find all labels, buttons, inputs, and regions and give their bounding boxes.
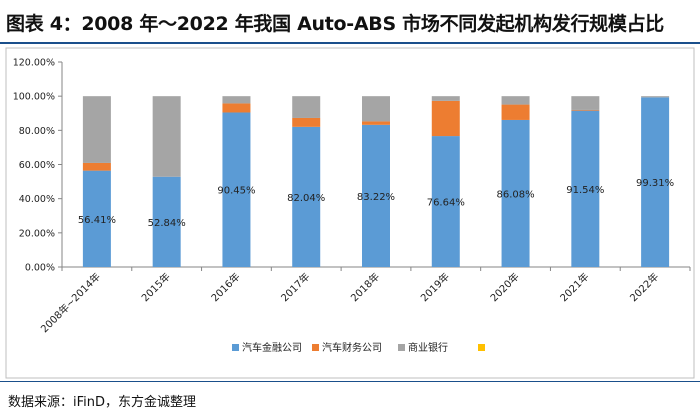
bar-segment-3 — [501, 96, 530, 105]
bar-segment-3 — [222, 96, 251, 104]
data-source-note: 数据来源：iFinD，东方金诚整理 — [8, 395, 197, 410]
bar-data-label: 76.64% — [427, 198, 465, 209]
bar-segment-3 — [641, 96, 670, 98]
bar-segment-1 — [222, 112, 251, 267]
bar-data-label: 52.84% — [148, 218, 186, 229]
bar-segment-2 — [571, 109, 600, 111]
bar-data-label: 99.31% — [636, 178, 674, 189]
x-axis-tick-label: 2008年~2014年 — [38, 270, 103, 335]
bar-data-label: 91.54% — [566, 185, 604, 196]
footer-divider — [0, 381, 700, 382]
bar-segment-3 — [431, 96, 460, 101]
x-axis-tick-label: 2020年 — [487, 270, 521, 304]
bar-segment-1 — [641, 97, 670, 267]
bar-segment-2 — [431, 100, 460, 137]
x-axis-tick-label: 2021年 — [557, 270, 591, 304]
chart-area-border — [5, 47, 695, 379]
bar-segment-1 — [571, 110, 600, 267]
bar-data-label: 83.22% — [357, 192, 395, 203]
x-axis-tick-label: 2015年 — [139, 270, 173, 304]
y-axis-tick-label: 40.00% — [19, 194, 55, 205]
bar-data-label: 90.45% — [217, 186, 255, 197]
x-axis-tick-label: 2017年 — [278, 270, 312, 304]
x-axis-tick-label: 2018年 — [348, 270, 382, 304]
bar-segment-2 — [82, 162, 111, 171]
bar-segment-1 — [501, 119, 530, 268]
y-axis-tick-label: 0.00% — [25, 263, 55, 274]
bar-segment-2 — [292, 117, 321, 127]
figure-title: 图表 4：2008 年～2022 年我国 Auto-ABS 市场不同发起机构发行… — [6, 13, 664, 35]
x-axis-tick-label: 2022年 — [627, 270, 661, 304]
y-axis-tick-label: 100.00% — [13, 92, 55, 103]
y-axis-tick-label: 20.00% — [19, 228, 55, 239]
x-axis-tick-label: 2016年 — [208, 270, 242, 304]
y-axis-tick-label: 60.00% — [19, 160, 55, 171]
stacked-bar-chart: 0.00% 20.00% 40.00% 60.00% 80.00% 100.00% 120.… — [5, 47, 695, 379]
legend-swatch-4 — [478, 344, 485, 351]
bar-segment-1 — [292, 126, 321, 268]
bar-segment-2 — [501, 104, 530, 120]
legend-label-2: 汽车财务公司 — [322, 341, 382, 354]
legend-label-3: 商业银行 — [408, 341, 448, 354]
legend-swatch-3 — [398, 344, 405, 351]
bar-segment-3 — [292, 96, 321, 118]
bar-data-label: 56.41% — [78, 215, 116, 226]
bar-segment-1 — [362, 124, 390, 268]
figure-title-bar: 图表 4：2008 年～2022 年我国 Auto-ABS 市场不同发起机构发行… — [0, 0, 700, 44]
bar-segment-2 — [362, 121, 390, 125]
y-axis-tick-label: 120.00% — [13, 58, 55, 69]
legend-swatch-2 — [312, 344, 319, 351]
bar-segment-3 — [82, 96, 111, 163]
bar-data-label: 86.08% — [496, 189, 534, 200]
bar-segment-1 — [82, 170, 111, 267]
bar-segment-3 — [362, 96, 390, 122]
legend-label-1: 汽车金融公司 — [242, 341, 302, 354]
chart-container: 0.00% 20.00% 40.00% 60.00% 80.00% 100.00% 120.… — [0, 46, 700, 380]
bar-segment-1 — [431, 136, 460, 267]
bar-segment-3 — [571, 96, 600, 110]
x-axis-tick-label: 2019年 — [418, 270, 452, 304]
bar-segment-3 — [152, 96, 181, 177]
legend-swatch-1 — [232, 344, 239, 351]
bar-segment-2 — [222, 103, 251, 113]
bar-data-label: 82.04% — [287, 193, 325, 204]
bar-segment-1 — [152, 176, 181, 267]
y-axis-tick-label: 80.00% — [19, 126, 55, 137]
